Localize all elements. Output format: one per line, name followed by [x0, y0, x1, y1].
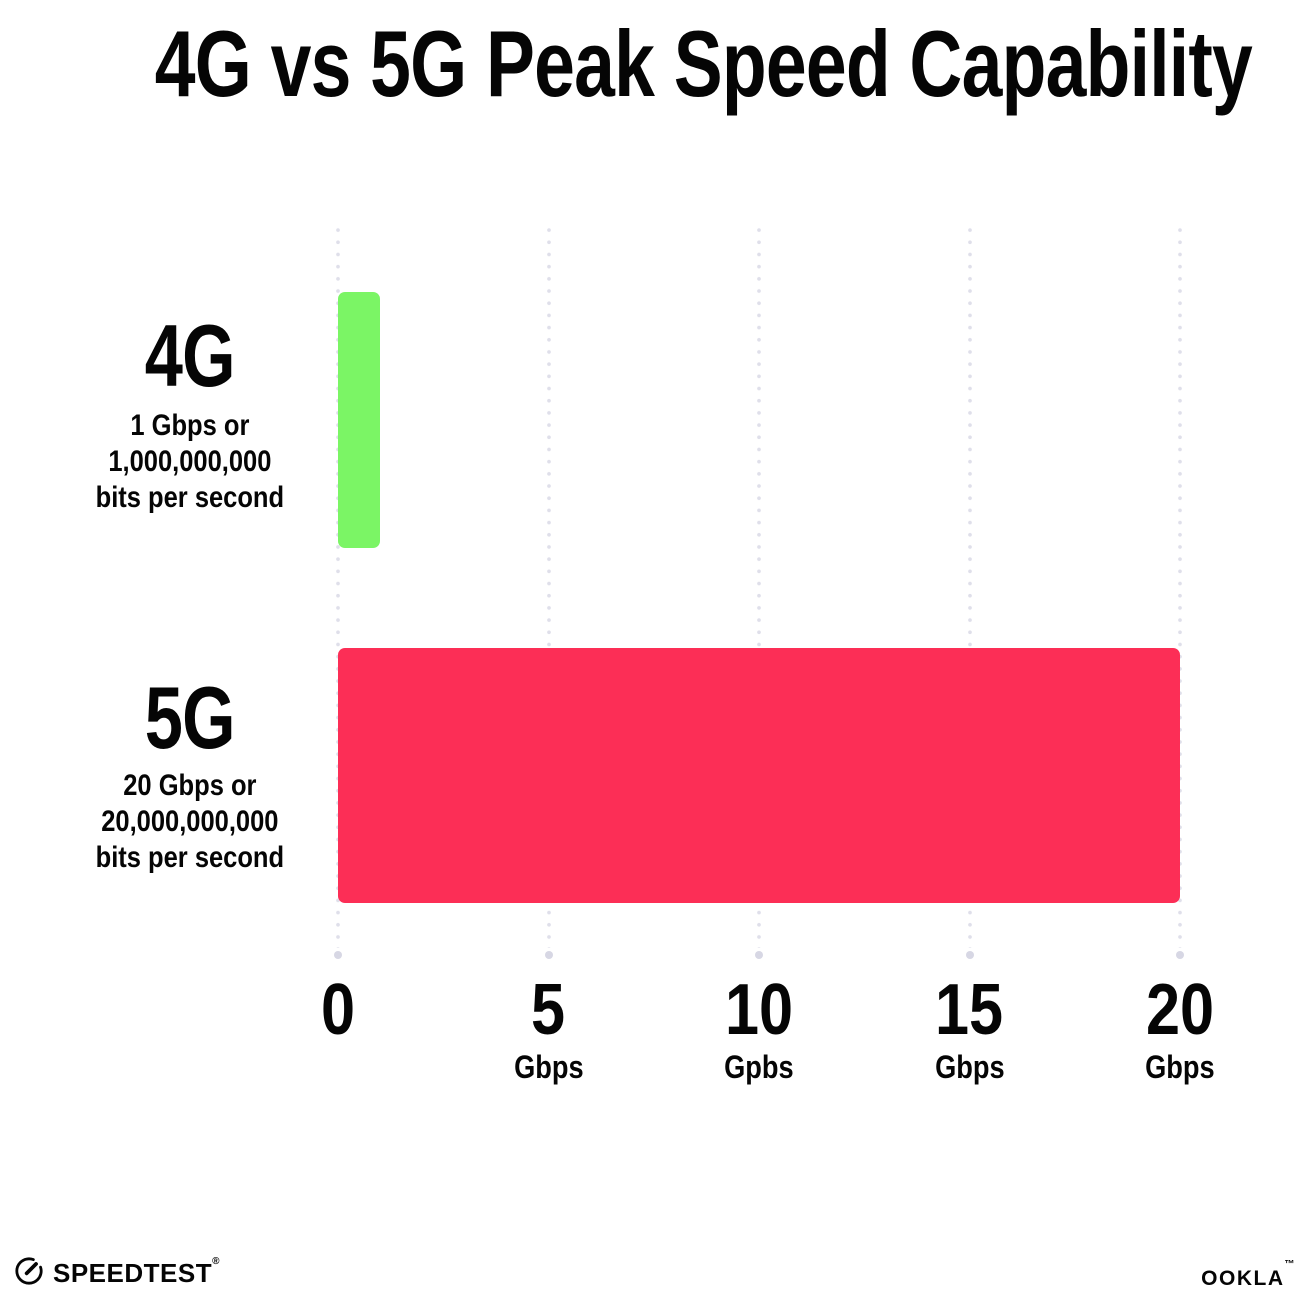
gridline [546, 224, 551, 948]
gridline [336, 224, 340, 948]
x-tick-0-value: 0 [320, 970, 356, 1050]
ookla-trademark: ™ [1284, 1259, 1296, 1270]
row-label-4g-heading: 4G [35, 312, 345, 400]
row-label-5g-heading: 5G [35, 674, 345, 762]
x-tick-10-value: 10 [724, 970, 794, 1050]
bar-5g [338, 648, 1180, 903]
speedtest-trademark: ® [212, 1255, 220, 1267]
speedtest-wordmark-text: SPEEDTEST [53, 1257, 213, 1288]
gridline [1178, 224, 1182, 948]
row-label-4g-subtext: 1 Gbps or 1,000,000,000 bits per second [35, 408, 345, 516]
chart-title-text: 4G vs 5G Peak Speed Capability [154, 11, 1253, 116]
x-tick-0: 0 [238, 974, 438, 1084]
row-label-4g-subtext-lines: 1 Gbps or 1,000,000,000 bits per second [96, 408, 284, 516]
row-label-5g-subtext: 20 Gbps or 20,000,000,000 bits per secon… [35, 768, 345, 876]
gridline [757, 224, 761, 948]
row-label-4g-heading-text: 4G [144, 306, 236, 405]
x-tick-5-value: 5 [531, 970, 566, 1050]
row-label-5g-sub-line1: 20 Gbps or [123, 769, 257, 802]
row-label-5g-sub-line2: 20,000,000,000 [101, 805, 279, 838]
x-tick-20-value: 20 [1145, 970, 1215, 1050]
row-label-5g-sub-line3: bits per second [95, 841, 285, 874]
row-label-4g-sub-line1: 1 Gbps or [130, 409, 250, 442]
x-tick-5: 5 Gbps [449, 974, 649, 1084]
gridline [967, 224, 972, 948]
ookla-logo: OOKLA™ [1201, 1259, 1296, 1290]
row-label-4g-sub-line3: bits per second [95, 481, 285, 514]
x-tick-15: 15 Gbps [870, 974, 1070, 1084]
row-label-4g-sub-line2: 1,000,000,000 [108, 445, 272, 478]
chart-title: 4G vs 5G Peak Speed Capability [0, 16, 1308, 112]
x-tick-20-unit: Gbps [1145, 1049, 1215, 1085]
speedtest-logo: SPEEDTEST® [14, 1256, 220, 1286]
row-label-5g-subtext-lines: 20 Gbps or 20,000,000,000 bits per secon… [96, 768, 284, 876]
x-tick-5-unit: Gbps [513, 1049, 584, 1085]
row-label-5g-heading-text: 5G [144, 668, 236, 767]
bar-4g [338, 292, 381, 548]
speedtest-gauge-icon [15, 1257, 43, 1285]
x-tick-15-value: 15 [935, 970, 1004, 1050]
ookla-wordmark-text: OOKLA [1201, 1267, 1285, 1290]
x-tick-20: 20 Gbps [1080, 974, 1280, 1084]
x-tick-10: 10 Gpbs [659, 974, 859, 1084]
x-tick-15-unit: Gbps [934, 1049, 1005, 1085]
x-tick-10-unit: Gpbs [724, 1049, 794, 1085]
speedtest-wordmark: SPEEDTEST® [53, 1255, 220, 1288]
